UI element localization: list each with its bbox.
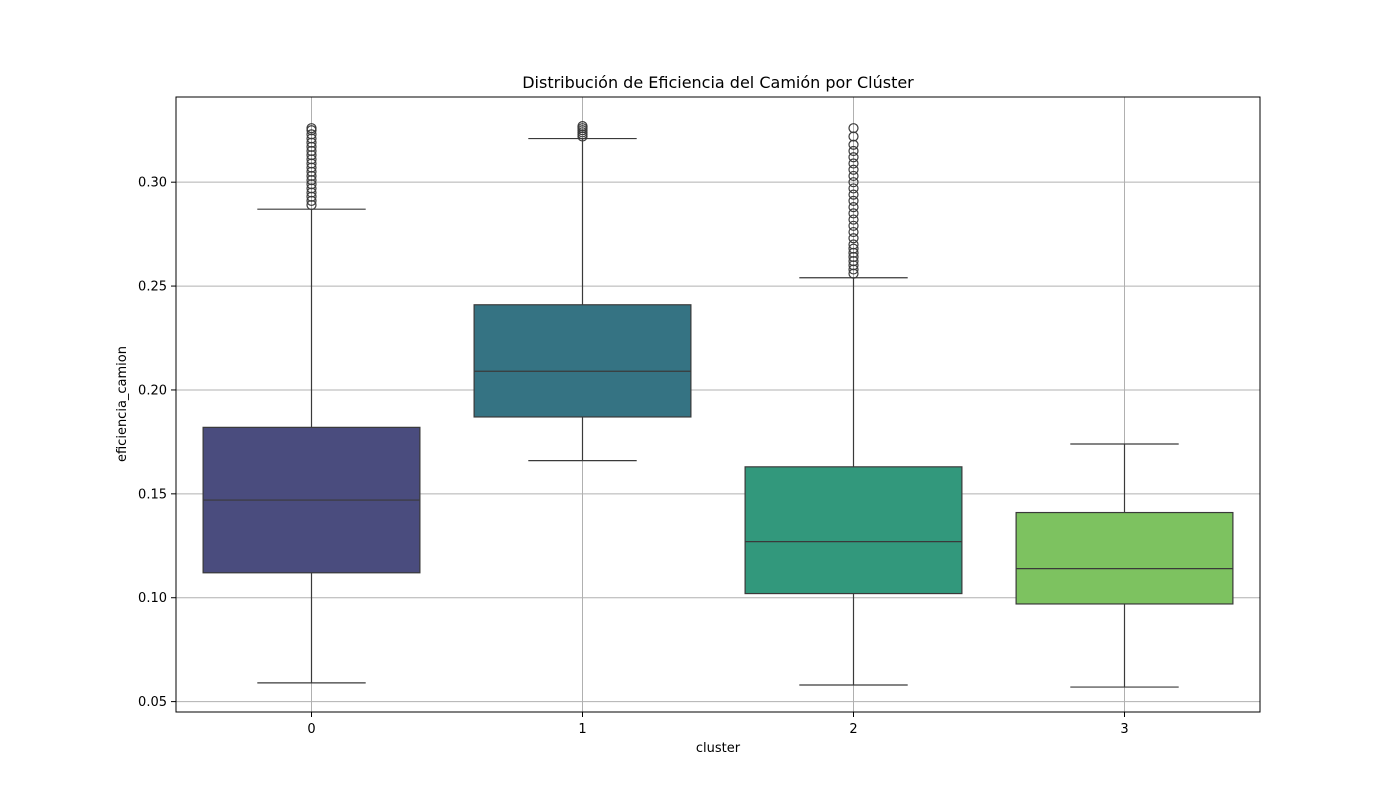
outlier-point bbox=[848, 220, 859, 231]
outlier-point bbox=[306, 187, 317, 198]
tick-layer: 0.05 0.10 0.15 0.20 0.25 0.30 0 1 2 3 bbox=[138, 176, 1129, 737]
outlier-point bbox=[848, 264, 859, 275]
outlier-point bbox=[306, 158, 317, 169]
outlier-point bbox=[306, 191, 317, 202]
outlier-point bbox=[306, 123, 317, 134]
box-cluster-0 bbox=[202, 123, 421, 684]
box-body bbox=[1015, 511, 1234, 605]
outlier-point bbox=[848, 243, 859, 254]
outlier-point bbox=[848, 214, 859, 225]
box-cluster-3 bbox=[1015, 443, 1234, 688]
y-tick-label: 0.20 bbox=[138, 383, 167, 398]
box-layer bbox=[202, 120, 1234, 688]
outlier-point bbox=[306, 154, 317, 165]
outlier-point bbox=[306, 179, 317, 190]
chart-title: Distribución de Eficiencia del Camión po… bbox=[522, 73, 914, 92]
plot-frame bbox=[175, 96, 1261, 713]
outlier-point bbox=[306, 166, 317, 177]
outlier-point bbox=[848, 260, 859, 271]
outlier-point bbox=[848, 158, 859, 169]
outlier-point bbox=[306, 175, 317, 186]
y-tick-label: 0.30 bbox=[138, 176, 167, 191]
x-tick-label: 1 bbox=[578, 722, 586, 737]
outlier-point bbox=[848, 123, 859, 134]
outlier-point bbox=[306, 162, 317, 173]
outlier-point bbox=[577, 120, 588, 132]
outlier-point bbox=[848, 239, 859, 250]
outlier-point bbox=[848, 152, 859, 163]
outlier-point bbox=[848, 145, 859, 157]
y-tick-label: 0.25 bbox=[138, 280, 167, 295]
outlier-point bbox=[306, 145, 317, 157]
grid-layer bbox=[176, 97, 1260, 712]
outlier-point bbox=[306, 129, 317, 140]
outlier-point bbox=[848, 195, 859, 206]
box-body bbox=[473, 304, 692, 418]
outlier-point bbox=[306, 195, 317, 206]
outlier-point bbox=[848, 247, 859, 258]
outlier-point bbox=[848, 131, 859, 142]
y-axis-label: eficiencia_camion bbox=[115, 346, 130, 462]
x-tick-label: 3 bbox=[1120, 722, 1128, 737]
y-tick-label: 0.15 bbox=[138, 487, 167, 502]
outlier-point bbox=[306, 170, 317, 182]
outlier-point bbox=[306, 183, 317, 194]
outlier-point bbox=[306, 199, 317, 211]
x-tick-label: 0 bbox=[307, 722, 315, 737]
outlier-point bbox=[848, 170, 859, 182]
outlier-point bbox=[848, 139, 859, 150]
outlier-point bbox=[848, 164, 859, 175]
outlier-point bbox=[848, 256, 859, 267]
outlier-point bbox=[306, 133, 317, 144]
outlier-point bbox=[306, 137, 317, 148]
outlier-point bbox=[848, 202, 859, 213]
box-body bbox=[744, 466, 963, 595]
y-tick-label: 0.10 bbox=[138, 591, 167, 606]
x-tick-label: 2 bbox=[849, 722, 857, 737]
y-tick-label: 0.05 bbox=[138, 695, 167, 710]
outlier-point bbox=[848, 226, 859, 238]
outlier-point bbox=[848, 208, 859, 219]
outlier-point bbox=[848, 189, 859, 200]
outlier-point bbox=[306, 141, 317, 152]
x-axis-label: cluster bbox=[696, 741, 741, 756]
outlier-point bbox=[306, 150, 317, 161]
box-cluster-1 bbox=[473, 120, 692, 462]
outlier-point bbox=[848, 268, 859, 279]
outlier-point bbox=[848, 183, 859, 194]
box-cluster-2 bbox=[744, 123, 963, 686]
outlier-point bbox=[848, 177, 859, 188]
outlier-point bbox=[848, 233, 859, 244]
outlier-point bbox=[848, 251, 859, 263]
